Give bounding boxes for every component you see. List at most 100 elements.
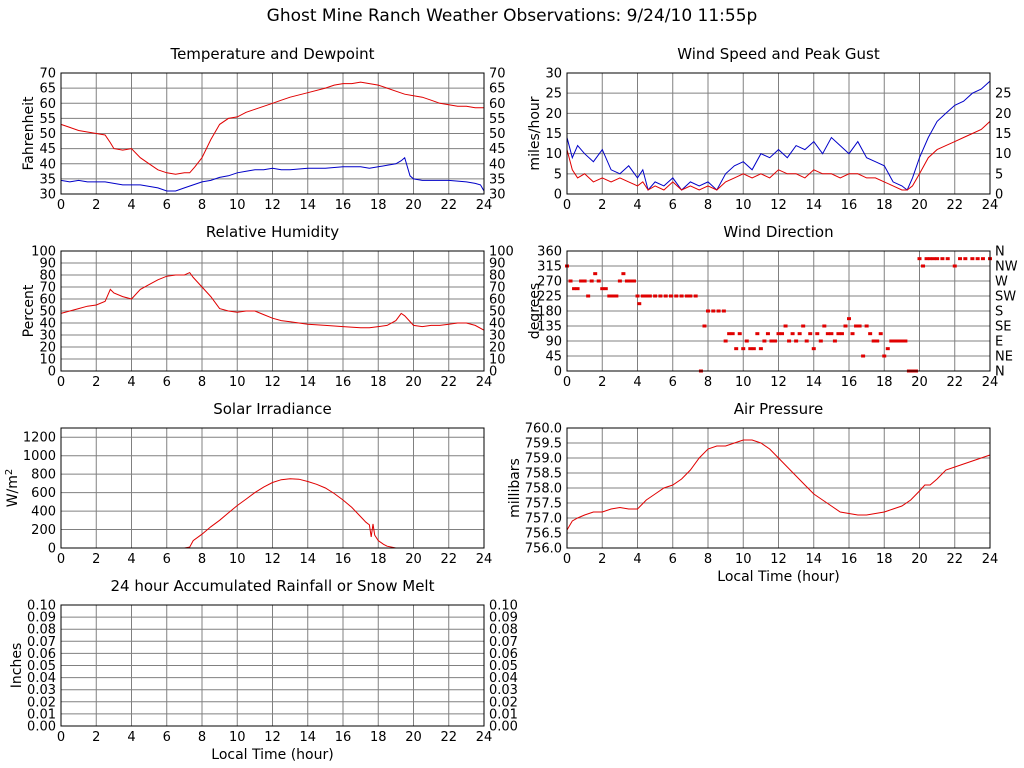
x-tick-label: 22 [440, 375, 457, 390]
wind-direction-point [935, 257, 940, 261]
y-tick-label: 45 [39, 142, 56, 157]
series-line-temp-1 [60, 156, 485, 192]
wind-direction-point [769, 339, 774, 343]
y-tick-label: 70 [39, 67, 56, 82]
wind-direction-point [889, 339, 894, 343]
x-tick-label: 4 [127, 198, 135, 213]
wind-direction-point [871, 339, 876, 343]
y-tick-label: 180 [537, 305, 562, 320]
wind-direction-point [575, 287, 580, 291]
y-tick-label: 50 [39, 305, 56, 320]
y-right-tick-label: 90 [489, 257, 506, 272]
wind-direction-point [617, 279, 622, 283]
y-tick-label: 90 [545, 335, 562, 350]
wind-direction-point [624, 279, 629, 283]
x-tick-label: 20 [911, 375, 928, 390]
x-tick-label: 16 [841, 375, 858, 390]
plot-frame [566, 427, 991, 549]
y-right-tick-label: NE [995, 350, 1013, 365]
x-axis-label: Local Time (hour) [717, 569, 839, 585]
x-tick-label: 6 [669, 375, 677, 390]
y-right-tick-label: N [995, 365, 1005, 380]
x-tick-label: 12 [770, 198, 787, 213]
chart-title: Solar Irradiance [213, 400, 332, 418]
wind-direction-point [896, 339, 901, 343]
wind-direction-point [702, 324, 707, 328]
chart-title: Wind Direction [723, 223, 833, 241]
y-tick-label: 0 [48, 542, 56, 557]
chart-title: Wind Speed and Peak Gust [677, 45, 880, 63]
wind-direction-point [945, 257, 950, 261]
wind-direction-point [878, 332, 883, 336]
wind-direction-point [693, 294, 698, 298]
wind-direction-point [621, 272, 626, 276]
series-line-wind-1 [566, 121, 991, 191]
y-right-tick-label: 0 [995, 188, 1003, 203]
y-right-tick-label: 0.02 [489, 695, 518, 710]
wind-direction-point [593, 272, 598, 276]
y-tick-label: 25 [545, 87, 562, 102]
wind-direction-point [653, 294, 658, 298]
x-tick-label: 8 [704, 375, 712, 390]
x-tick-label: 0 [563, 198, 571, 213]
x-tick-label: 0 [57, 730, 65, 745]
wind-direction-point [658, 294, 663, 298]
wind-direction-point [847, 317, 851, 321]
x-tick-label: 0 [57, 552, 65, 567]
wind-direction-point [958, 257, 963, 261]
wind-direction-point [721, 309, 726, 313]
x-tick-label: 6 [669, 552, 677, 567]
y-tick-label: 600 [31, 486, 56, 501]
wind-direction-point [628, 279, 633, 283]
x-tick-label: 18 [876, 375, 893, 390]
y-right-tick-label: W [995, 275, 1008, 290]
y-axis-label-text: degrees [527, 283, 543, 339]
y-tick-label: 360 [537, 245, 562, 260]
x-tick-label: 18 [370, 552, 387, 567]
y-tick-label: 0 [554, 188, 562, 203]
wind-direction-point [744, 339, 749, 343]
wind-direction-point [706, 309, 710, 313]
x-tick-label: 10 [735, 198, 752, 213]
x-tick-label: 16 [335, 552, 352, 567]
y-tick-label: 1000 [23, 449, 56, 464]
wind-direction-point [614, 294, 619, 298]
y-tick-label: 0.09 [27, 611, 56, 626]
plot-frame [60, 427, 485, 549]
y-tick-label: 760.0 [525, 422, 562, 437]
wind-direction-point [843, 324, 848, 328]
y-tick-label: 0.01 [27, 707, 56, 722]
chart-title: Relative Humidity [206, 223, 339, 241]
x-tick-label: 22 [946, 198, 963, 213]
wind-direction-point [836, 332, 841, 336]
y-right-tick-label: 40 [489, 157, 506, 172]
x-tick-label: 14 [299, 198, 316, 213]
wind-direction-point [610, 294, 615, 298]
wind-direction-point [711, 309, 716, 313]
y-right-tick-label: N [995, 245, 1005, 260]
y-tick-label: 270 [537, 275, 562, 290]
wind-direction-point [607, 294, 612, 298]
y-axis-label-text: Fahrenheit [21, 96, 37, 171]
x-tick-label: 12 [264, 730, 281, 745]
x-tick-label: 2 [598, 552, 606, 567]
y-tick-label: 50 [39, 127, 56, 142]
wind-direction-point [832, 339, 837, 343]
wind-direction-point [603, 287, 608, 291]
y-right-tick-label: 50 [489, 127, 506, 142]
wind-direction-point [892, 339, 897, 343]
y-right-tick-label: 35 [489, 172, 506, 187]
x-tick-label: 18 [370, 198, 387, 213]
y-axis-label: miles/hour [527, 96, 543, 170]
series-line-pressure-0 [566, 439, 991, 531]
wind-direction-point [758, 347, 763, 351]
x-tick-label: 4 [633, 375, 641, 390]
wind-direction-point [572, 287, 577, 291]
plot-frame [60, 250, 485, 372]
y-axis-label: W/m2 [4, 469, 21, 508]
x-tick-label: 20 [405, 198, 422, 213]
y-right-tick-label: E [995, 335, 1003, 350]
y-tick-label: 30 [39, 329, 56, 344]
x-tick-label: 12 [264, 375, 281, 390]
